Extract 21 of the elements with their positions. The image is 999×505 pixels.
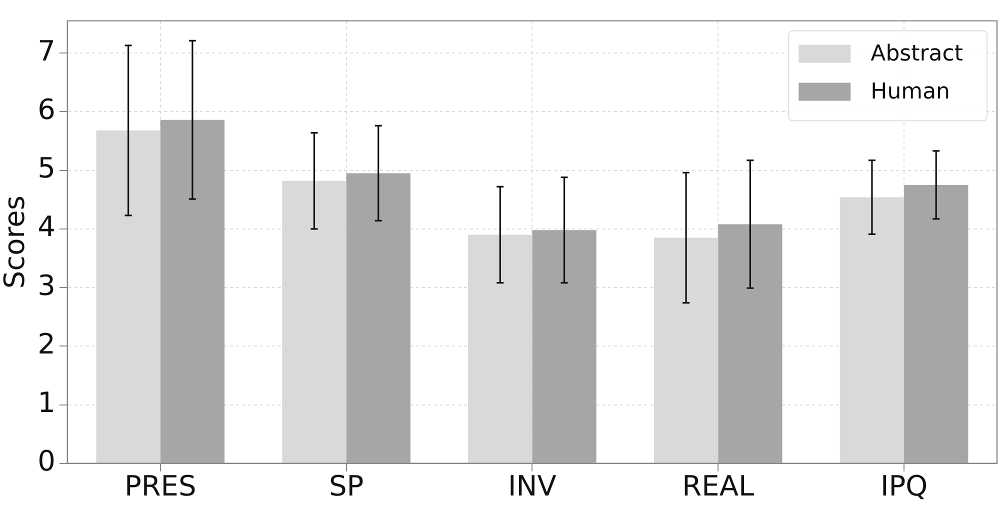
- x-tick-label: IPQ: [880, 469, 928, 502]
- y-tick-label: 0: [38, 444, 56, 478]
- y-tick-label: 6: [38, 92, 56, 126]
- y-tick-label: 2: [38, 327, 56, 360]
- x-tick-label: INV: [508, 469, 556, 502]
- bar: [904, 184, 968, 463]
- bar: [160, 120, 225, 463]
- bar: [718, 224, 782, 463]
- y-tick-label: 1: [38, 386, 56, 420]
- legend-label: Abstract: [870, 42, 964, 67]
- y-tick-label: 7: [38, 34, 56, 68]
- bar: [346, 173, 410, 463]
- y-axis-title: Scores: [0, 196, 32, 289]
- legend-label: Human: [870, 80, 950, 105]
- y-tick-label: 5: [38, 152, 56, 185]
- y-tick-label: 4: [38, 210, 56, 244]
- x-tick-label: REAL: [682, 469, 754, 502]
- x-tick-label: PRES: [124, 469, 196, 502]
- x-tick-label: SP: [328, 469, 364, 502]
- bar: [532, 230, 596, 463]
- y-tick-label: 3: [38, 268, 56, 302]
